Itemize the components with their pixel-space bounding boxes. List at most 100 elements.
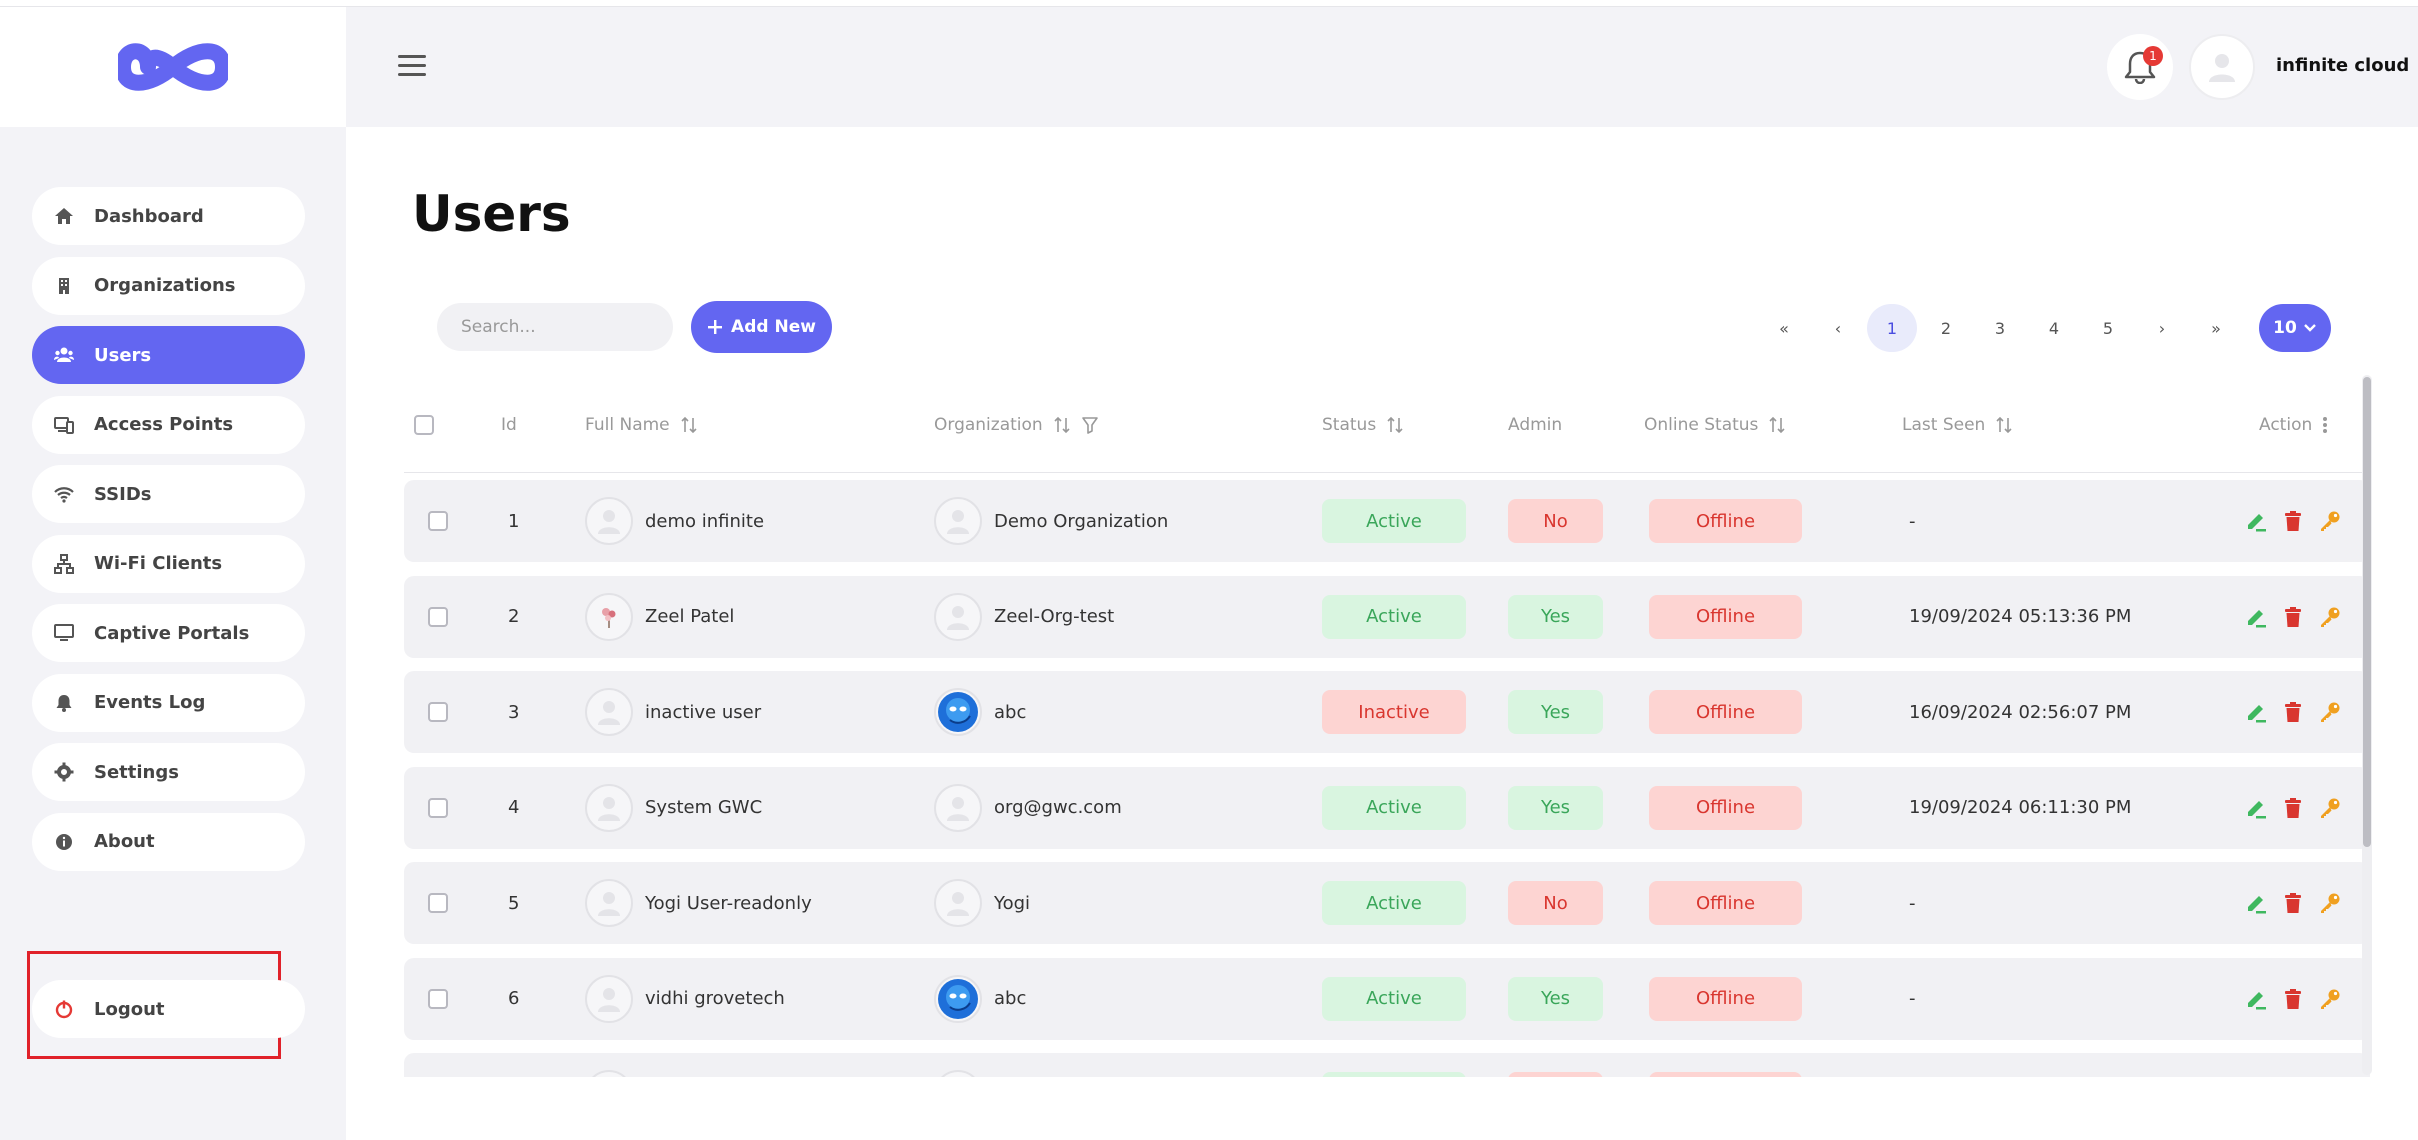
notifications-button[interactable]: 1 — [2107, 34, 2173, 100]
sidebar-item-ssids[interactable]: SSIDs — [32, 465, 305, 523]
cell-full-name: System GWC — [645, 797, 763, 818]
key-icon[interactable] — [2318, 987, 2342, 1011]
table-row[interactable]: 2 Zeel Patel Zeel-Org-test Active Yes Offline… — [404, 575, 2370, 658]
search-input[interactable] — [437, 303, 673, 351]
table-scrollbar[interactable] — [2362, 375, 2372, 1075]
page-button-1[interactable]: 1 — [1867, 304, 1917, 352]
sort-icon[interactable] — [1768, 415, 1786, 435]
logout-button[interactable]: Logout — [32, 980, 305, 1038]
table-row[interactable]: 3 inactive user abc Inactive Yes Offline 16/09… — [404, 671, 2370, 753]
logout-label: Logout — [94, 998, 165, 1020]
key-icon[interactable] — [2318, 700, 2342, 724]
page-size-select[interactable]: 10 — [2259, 304, 2331, 352]
row-checkbox[interactable] — [428, 702, 448, 722]
table-row[interactable]: 6 vidhi grovetech abc Active Yes Offline - — [404, 957, 2370, 1040]
row-checkbox[interactable] — [428, 606, 448, 627]
table-row[interactable]: 1 demo infinite Demo Organization Active No O… — [404, 480, 2370, 562]
edit-icon[interactable] — [2244, 796, 2268, 820]
header-admin: Admin — [1508, 415, 1563, 435]
key-icon[interactable] — [2318, 796, 2342, 820]
cell-organization: Zeel-Org-test — [994, 606, 1115, 627]
edit-icon[interactable] — [2244, 891, 2268, 915]
page-button-2[interactable]: 2 — [1940, 318, 1952, 338]
key-icon[interactable] — [2318, 509, 2342, 533]
sidebar-item-organizations[interactable]: Organizations — [32, 256, 305, 315]
page-button-4[interactable]: 4 — [2048, 318, 2060, 338]
sidebar-item-access-points[interactable]: Access Points — [32, 395, 305, 454]
add-new-label: Add New — [731, 317, 816, 337]
sort-icon[interactable] — [1053, 415, 1071, 435]
delete-icon[interactable] — [2281, 605, 2305, 629]
admin-badge: Yes — [1508, 690, 1603, 734]
status-badge: Active — [1322, 976, 1466, 1021]
page-button-3[interactable]: 3 — [1994, 318, 2006, 338]
edit-icon[interactable] — [2244, 987, 2268, 1011]
admin-badge: No — [1508, 499, 1603, 543]
header-full-name[interactable]: Full Name — [585, 377, 698, 473]
key-icon[interactable] — [2318, 891, 2342, 915]
cell-id: 6 — [508, 988, 520, 1009]
cell-organization: Demo Organization — [994, 510, 1169, 532]
row-checkbox[interactable] — [428, 988, 448, 1009]
sidebar-item-events-log[interactable]: Events Log — [32, 673, 305, 732]
person-icon — [947, 892, 969, 916]
cell-last-seen: - — [1909, 510, 1916, 532]
sidebar-item-wi-fi-clients[interactable]: Wi-Fi Clients — [32, 534, 305, 593]
edit-icon[interactable] — [2244, 509, 2268, 533]
cell-full-name: Yogi User-readonly — [645, 892, 812, 914]
admin-badge: Yes — [1508, 594, 1603, 639]
sidebar-item-label: Captive Portals — [94, 622, 250, 644]
select-all-checkbox[interactable] — [414, 415, 434, 435]
row-checkbox[interactable] — [428, 797, 448, 818]
next-page-button[interactable]: › — [2158, 318, 2166, 338]
sidebar-item-dashboard[interactable]: Dashboard — [32, 187, 305, 245]
edit-icon[interactable] — [2244, 605, 2268, 629]
online-status-badge: Offline — [1649, 881, 1802, 925]
sort-icon[interactable] — [1386, 415, 1404, 435]
sidebar-item-about[interactable]: About — [32, 812, 305, 871]
prev-page-button[interactable]: ‹ — [1834, 318, 1842, 338]
edit-icon[interactable] — [2244, 700, 2268, 724]
sidebar-item-captive-portals[interactable]: Captive Portals — [32, 604, 305, 662]
user-avatar — [585, 1070, 633, 1077]
header-id[interactable]: Id — [501, 415, 517, 435]
delete-icon[interactable] — [2281, 700, 2305, 724]
add-new-button[interactable]: Add New — [691, 301, 832, 353]
main-content: Users Add New « ‹ 1 2 3 4 5 › » 10 Id Fu… — [346, 127, 2418, 1140]
organization-avatar — [934, 879, 982, 927]
cell-full-name: Zeel Patel — [645, 606, 735, 627]
scrollbar-thumb[interactable] — [2363, 377, 2371, 847]
table-row[interactable]: Active No Offline — [404, 1053, 2370, 1077]
header-online-status[interactable]: Online Status — [1644, 377, 1786, 473]
online-status-badge: Offline — [1649, 1072, 1802, 1077]
sort-icon[interactable] — [1995, 415, 2013, 435]
cell-full-name: vidhi grovetech — [645, 988, 785, 1009]
delete-icon[interactable] — [2281, 509, 2305, 533]
header-status[interactable]: Status — [1322, 377, 1404, 473]
hamburger-menu-icon[interactable] — [398, 55, 426, 77]
logo[interactable] — [0, 7, 346, 127]
sort-icon[interactable] — [680, 415, 698, 435]
row-checkbox[interactable] — [428, 511, 448, 531]
user-name[interactable]: infinite cloud — [2276, 55, 2410, 76]
sidebar-item-users[interactable]: Users — [32, 326, 305, 384]
delete-icon[interactable] — [2281, 987, 2305, 1011]
filter-icon[interactable] — [1081, 415, 1099, 435]
organization-avatar — [934, 497, 982, 545]
last-page-button[interactable]: » — [2211, 318, 2221, 338]
table-row[interactable]: 4 System GWC org@gwc.com Active Yes Offline 19… — [404, 766, 2370, 849]
cell-last-seen: - — [1909, 892, 1916, 914]
more-vertical-icon[interactable] — [2322, 416, 2328, 434]
delete-icon[interactable] — [2281, 796, 2305, 820]
first-page-button[interactable]: « — [1779, 318, 1789, 338]
header-action[interactable]: Action — [2259, 377, 2328, 473]
user-avatar[interactable] — [2189, 34, 2255, 100]
key-icon[interactable] — [2318, 605, 2342, 629]
header-organization[interactable]: Organization — [934, 377, 1099, 473]
table-row[interactable]: 5 Yogi User-readonly Yogi Active No Offline - — [404, 862, 2370, 944]
page-button-5[interactable]: 5 — [2102, 318, 2114, 338]
delete-icon[interactable] — [2281, 891, 2305, 915]
sidebar-item-settings[interactable]: Settings — [32, 743, 305, 801]
header-last-seen[interactable]: Last Seen — [1902, 377, 2013, 473]
row-checkbox[interactable] — [428, 893, 448, 913]
